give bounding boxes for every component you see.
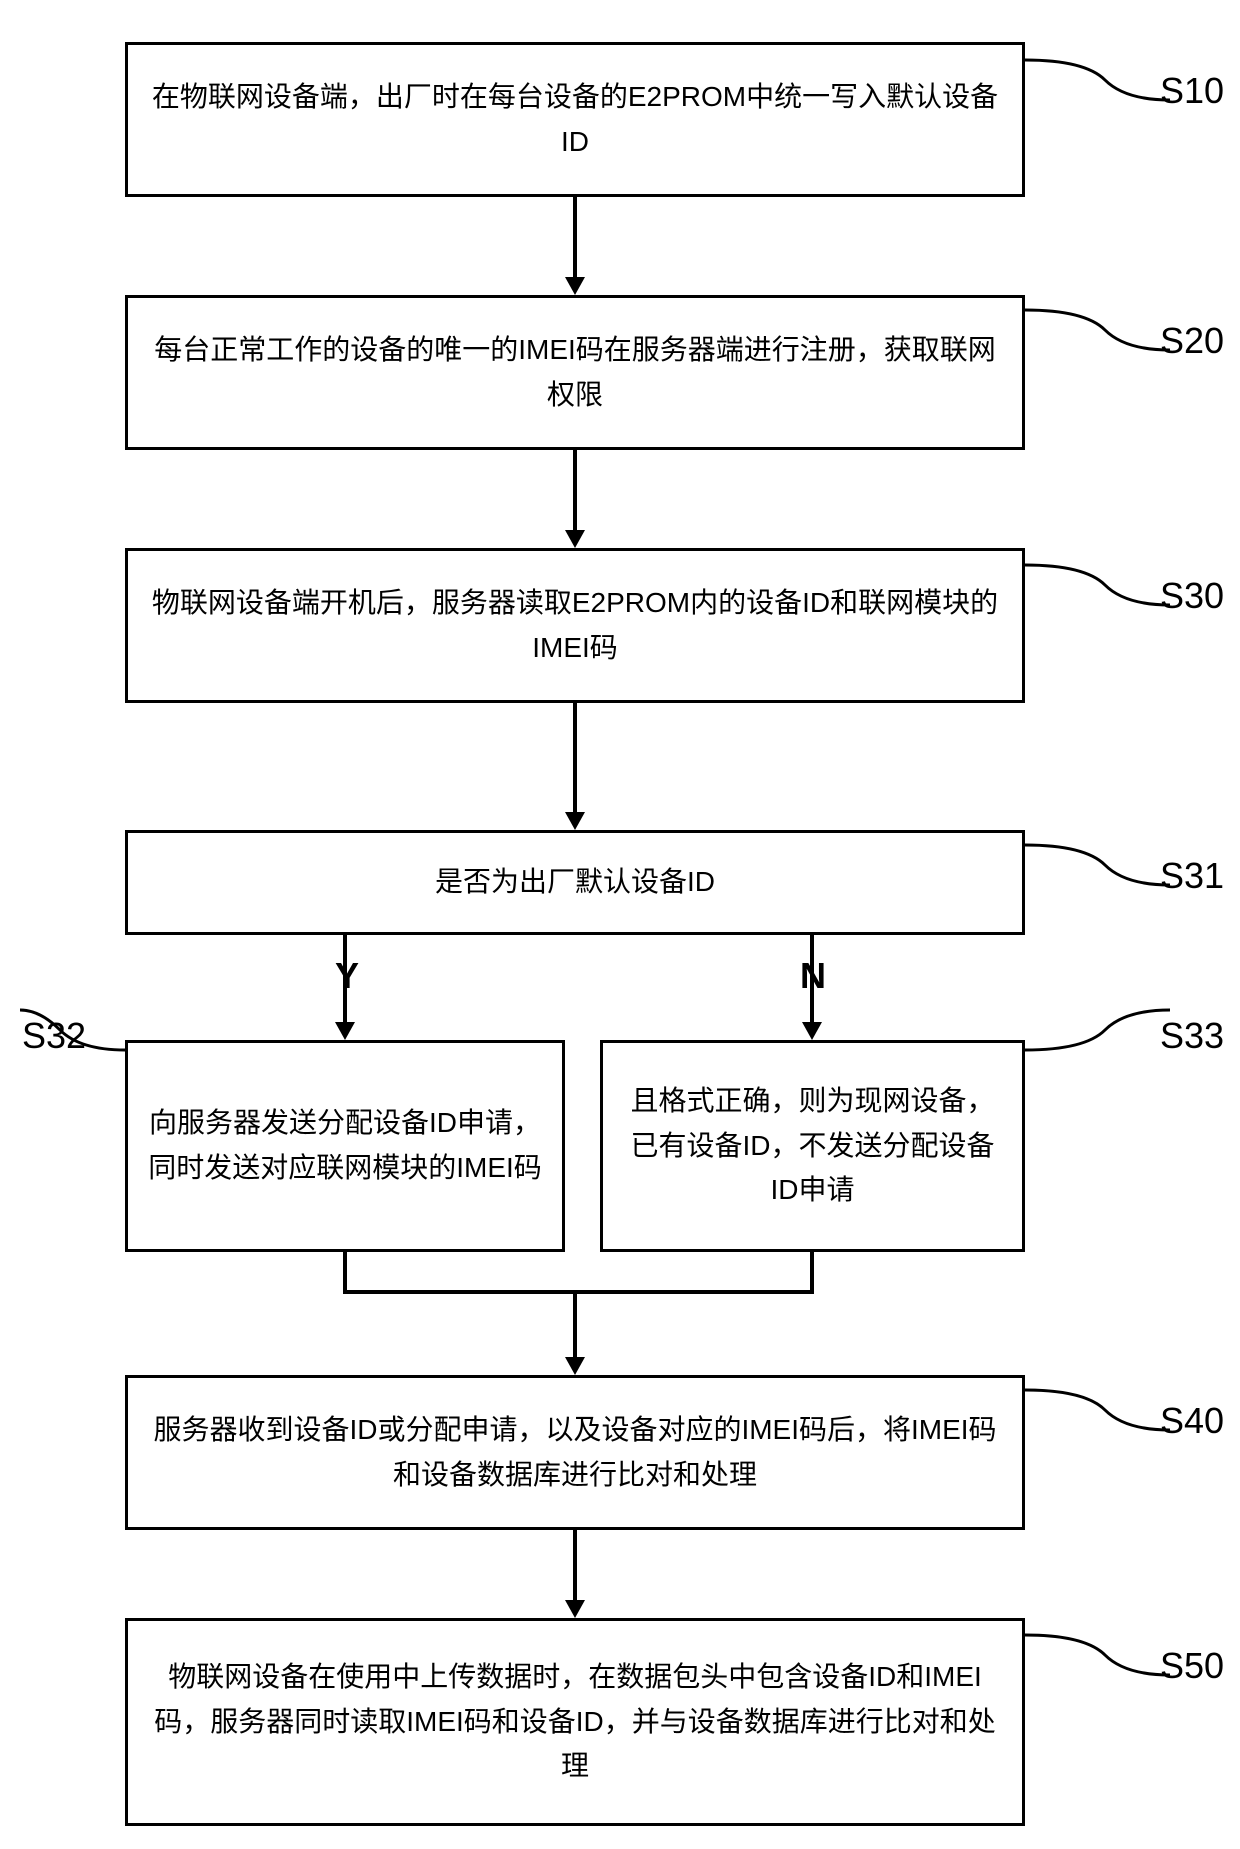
label-connector-s10: [1025, 50, 1170, 110]
label-s40: S40: [1160, 1400, 1224, 1442]
merge-s33-down: [810, 1252, 814, 1292]
merge-s32-down: [343, 1252, 347, 1292]
node-s30-text: 物联网设备端开机后，服务器读取E2PROM内的设备ID和联网模块的IMEI码: [148, 581, 1002, 671]
branch-no: N: [800, 955, 826, 997]
label-connector-s31: [1025, 835, 1170, 895]
arrowhead-s30-s31: [565, 812, 585, 830]
node-s10: 在物联网设备端，出厂时在每台设备的E2PROM中统一写入默认设备ID: [125, 42, 1025, 197]
label-connector-s50: [1025, 1625, 1170, 1685]
label-connector-s30: [1025, 555, 1170, 615]
label-s33: S33: [1160, 1015, 1224, 1057]
node-s20: 每台正常工作的设备的唯一的IMEI码在服务器端进行注册，获取联网权限: [125, 295, 1025, 450]
arrow-s10-s20: [573, 197, 577, 277]
arrowhead-s31-s32: [335, 1022, 355, 1040]
branch-yes: Y: [335, 955, 359, 997]
label-s31: S31: [1160, 855, 1224, 897]
node-s31-text: 是否为出厂默认设备ID: [435, 860, 715, 905]
node-s32: 向服务器发送分配设备ID申请，同时发送对应联网模块的IMEI码: [125, 1040, 565, 1252]
arrowhead-s20-s30: [565, 530, 585, 548]
label-s32: S32: [22, 1015, 86, 1057]
arrowhead-merge-s40: [565, 1357, 585, 1375]
label-connector-s20: [1025, 300, 1170, 360]
label-s30: S30: [1160, 575, 1224, 617]
node-s10-text: 在物联网设备端，出厂时在每台设备的E2PROM中统一写入默认设备ID: [148, 75, 1002, 165]
node-s40: 服务器收到设备ID或分配申请，以及设备对应的IMEI码后，将IMEI码和设备数据…: [125, 1375, 1025, 1530]
merge-horizontal: [343, 1290, 814, 1294]
arrow-s40-s50: [573, 1530, 577, 1600]
label-s20: S20: [1160, 320, 1224, 362]
label-s50: S50: [1160, 1645, 1224, 1687]
arrow-s30-s31: [573, 703, 577, 812]
node-s20-text: 每台正常工作的设备的唯一的IMEI码在服务器端进行注册，获取联网权限: [148, 328, 1002, 418]
node-s40-text: 服务器收到设备ID或分配申请，以及设备对应的IMEI码后，将IMEI码和设备数据…: [148, 1408, 1002, 1498]
label-connector-s33: [1025, 1000, 1170, 1060]
arrow-s20-s30: [573, 450, 577, 530]
flowchart-container: 在物联网设备端，出厂时在每台设备的E2PROM中统一写入默认设备ID S10 每…: [0, 0, 1240, 1849]
node-s33: 且格式正确，则为现网设备，已有设备ID，不发送分配设备ID申请: [600, 1040, 1025, 1252]
arrowhead-s40-s50: [565, 1600, 585, 1618]
node-s30: 物联网设备端开机后，服务器读取E2PROM内的设备ID和联网模块的IMEI码: [125, 548, 1025, 703]
merge-to-s40: [573, 1292, 577, 1357]
arrowhead-s31-s33: [802, 1022, 822, 1040]
node-s32-text: 向服务器发送分配设备ID申请，同时发送对应联网模块的IMEI码: [148, 1101, 542, 1191]
label-connector-s40: [1025, 1380, 1170, 1440]
node-s31: 是否为出厂默认设备ID: [125, 830, 1025, 935]
arrowhead-s10-s20: [565, 277, 585, 295]
node-s50: 物联网设备在使用中上传数据时，在数据包头中包含设备ID和IMEI码，服务器同时读…: [125, 1618, 1025, 1826]
node-s33-text: 且格式正确，则为现网设备，已有设备ID，不发送分配设备ID申请: [623, 1079, 1002, 1213]
node-s50-text: 物联网设备在使用中上传数据时，在数据包头中包含设备ID和IMEI码，服务器同时读…: [148, 1655, 1002, 1789]
label-s10: S10: [1160, 70, 1224, 112]
